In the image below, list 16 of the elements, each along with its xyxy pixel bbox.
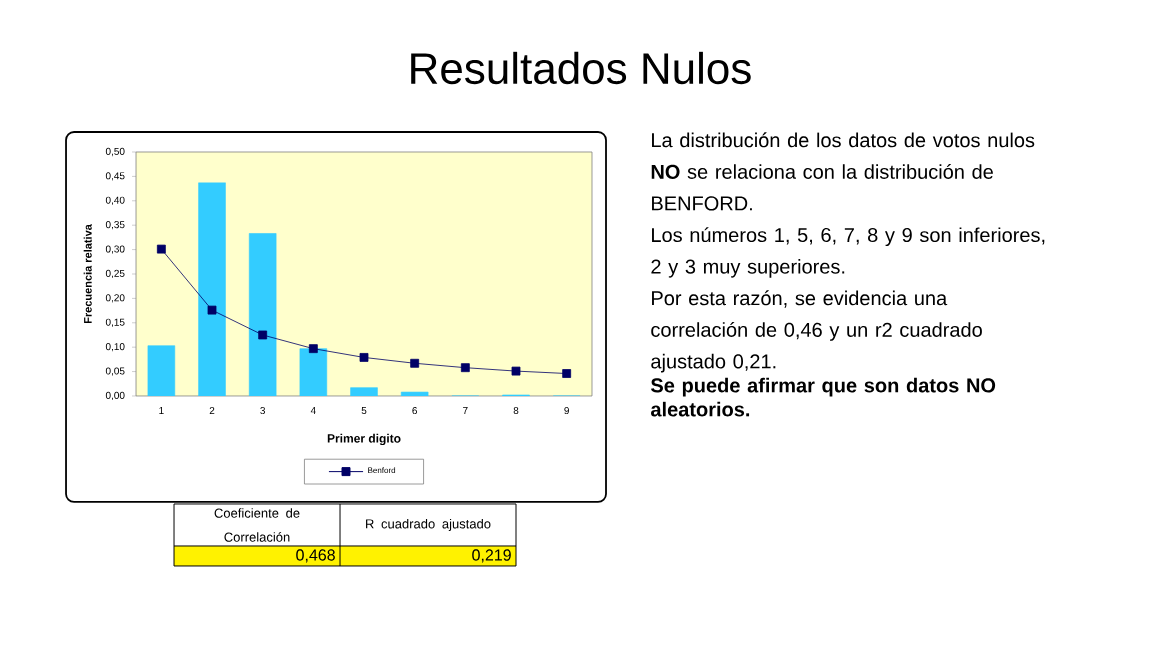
text: La distribución de los datos de votos nulos NO se relaciona con la distribución de BENFORD. — [651, 132, 1035, 211]
point — [258, 330, 268, 340]
point — [308, 344, 318, 354]
text: Por esta razón, se evidencia una correlación de 0,46 y un r2 cuadrado ajustado 0,21. — [651, 290, 982, 373]
point — [207, 305, 217, 315]
point — [460, 363, 470, 373]
text: 0,219 — [472, 549, 511, 563]
point — [156, 244, 166, 254]
text: Los números 1, 5, 6, 7, 8 y 9 son inferiores, 2 y 3 muy superiores. — [651, 227, 1045, 278]
text: Se puede afirmar que son datos NO aleatorios. — [650, 377, 996, 417]
point — [410, 358, 420, 368]
point — [562, 369, 572, 378]
text: 0,468 — [296, 549, 335, 563]
point — [359, 353, 369, 362]
chart-title: Resultados Nulos — [411, 51, 751, 85]
point — [511, 366, 521, 376]
